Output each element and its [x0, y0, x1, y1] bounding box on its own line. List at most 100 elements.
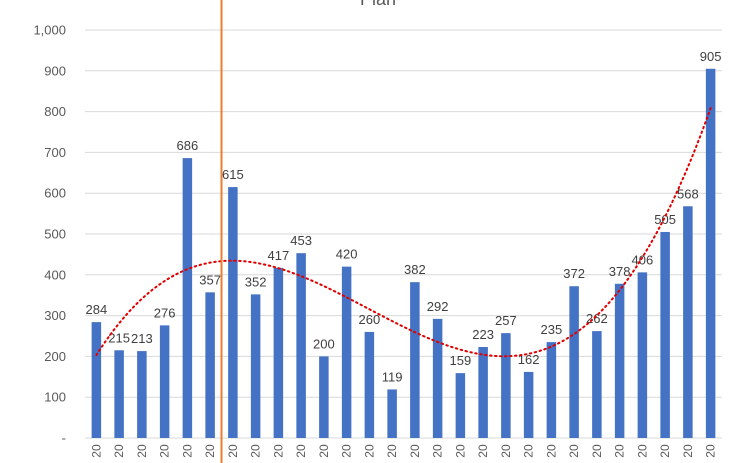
- x-tick-label: 20: [317, 444, 331, 458]
- y-tick-label: 100: [44, 390, 66, 405]
- x-tick-label: 20: [226, 444, 240, 458]
- data-label: 284: [86, 302, 108, 317]
- y-tick-label: -: [62, 431, 66, 446]
- bar: [228, 187, 238, 438]
- data-label: 276: [154, 305, 176, 320]
- data-label: 420: [336, 247, 358, 262]
- data-label: 162: [518, 352, 540, 367]
- bar: [114, 350, 124, 438]
- x-tick-label: 20: [681, 444, 695, 458]
- trendline: [95, 107, 712, 358]
- y-tick-label: 500: [44, 227, 66, 242]
- x-tick-label: 20: [135, 444, 149, 458]
- data-label: 262: [586, 311, 608, 326]
- data-label: 292: [427, 299, 449, 314]
- bar: [478, 347, 488, 438]
- data-label: 453: [290, 233, 312, 248]
- bar: [137, 351, 147, 438]
- bar: [614, 283, 625, 438]
- x-tick-label: 20: [431, 444, 445, 458]
- x-tick-label: 20: [408, 444, 422, 458]
- data-label: 372: [563, 266, 585, 281]
- x-tick-label: 20: [613, 444, 627, 458]
- chart-title: Plan: [360, 0, 396, 9]
- gridlines: [85, 29, 722, 439]
- bar: [91, 322, 102, 438]
- y-tick-label: 1,000: [33, 23, 66, 38]
- data-label: 223: [472, 327, 494, 342]
- y-tick-label: 200: [44, 349, 66, 364]
- x-axis: 20 20 20 20 20 20 20 20 20 20 20 20 20 20 20 20 20 20 20 20…: [89, 444, 717, 458]
- data-label: 200: [313, 336, 335, 351]
- y-tick-label: 600: [44, 186, 66, 201]
- bar: [205, 292, 215, 438]
- x-tick-label: 20: [180, 444, 194, 458]
- bar: [523, 371, 534, 438]
- data-label: 905: [700, 49, 722, 64]
- data-label: 213: [131, 331, 153, 346]
- x-tick-label: 20: [385, 444, 399, 458]
- data-label: 382: [404, 262, 426, 277]
- x-tick-label: 20: [249, 444, 263, 458]
- bar: [455, 373, 466, 438]
- x-tick-label: 20: [112, 444, 126, 458]
- data-label: 352: [245, 274, 267, 289]
- bar: [546, 342, 557, 438]
- x-tick-label: 20: [544, 444, 558, 458]
- data-label: 159: [450, 353, 472, 368]
- bar: [660, 231, 670, 438]
- x-tick-label: 20: [158, 444, 172, 458]
- data-label: 378: [609, 264, 631, 279]
- bar: [683, 206, 693, 438]
- bar: [432, 318, 443, 438]
- x-tick-label: 20: [203, 444, 217, 458]
- bar: [592, 331, 602, 438]
- y-axis: - 100 200 300 400 500 600 700 800 900 1,000: [33, 23, 66, 446]
- x-tick-label: 20: [362, 444, 376, 458]
- y-tick-label: 400: [44, 267, 66, 282]
- data-label: 119: [382, 369, 403, 384]
- bar: [319, 356, 329, 438]
- data-label: 505: [654, 212, 676, 227]
- x-tick-label: 20: [271, 444, 285, 458]
- x-tick-label: 20: [658, 444, 672, 458]
- y-tick-label: 700: [44, 145, 66, 160]
- bar: [501, 333, 511, 438]
- data-label: 568: [677, 186, 699, 201]
- data-label: 235: [541, 322, 563, 337]
- x-tick-label: 20: [590, 444, 604, 458]
- bar: [569, 286, 579, 438]
- x-tick-label: 20: [294, 444, 308, 458]
- x-tick-label: 20: [89, 444, 103, 458]
- bar: [341, 266, 352, 438]
- y-tick-label: 900: [44, 63, 66, 78]
- x-tick-label: 20: [704, 444, 718, 458]
- x-tick-label: 20: [567, 444, 581, 458]
- data-label: 215: [108, 330, 130, 345]
- bar: [637, 272, 648, 438]
- bars: [91, 68, 716, 438]
- bar: [705, 68, 716, 438]
- x-tick-label: 20: [499, 444, 513, 458]
- bar: [159, 325, 170, 438]
- bar: [250, 294, 261, 438]
- bar: [387, 389, 397, 438]
- data-label: 417: [268, 248, 290, 263]
- data-label: 615: [222, 167, 244, 182]
- bar: [364, 331, 375, 438]
- x-tick-label: 20: [453, 444, 467, 458]
- data-label: 406: [632, 252, 654, 267]
- data-label: 357: [199, 272, 221, 287]
- bar: [296, 253, 306, 438]
- bar: [273, 267, 284, 438]
- y-tick-label: 800: [44, 104, 66, 119]
- data-label: 257: [495, 313, 517, 328]
- x-tick-label: 20: [476, 444, 490, 458]
- x-tick-label: 20: [522, 444, 536, 458]
- x-tick-label: 20: [635, 444, 649, 458]
- data-label: 260: [359, 312, 381, 327]
- x-tick-label: 20: [340, 444, 354, 458]
